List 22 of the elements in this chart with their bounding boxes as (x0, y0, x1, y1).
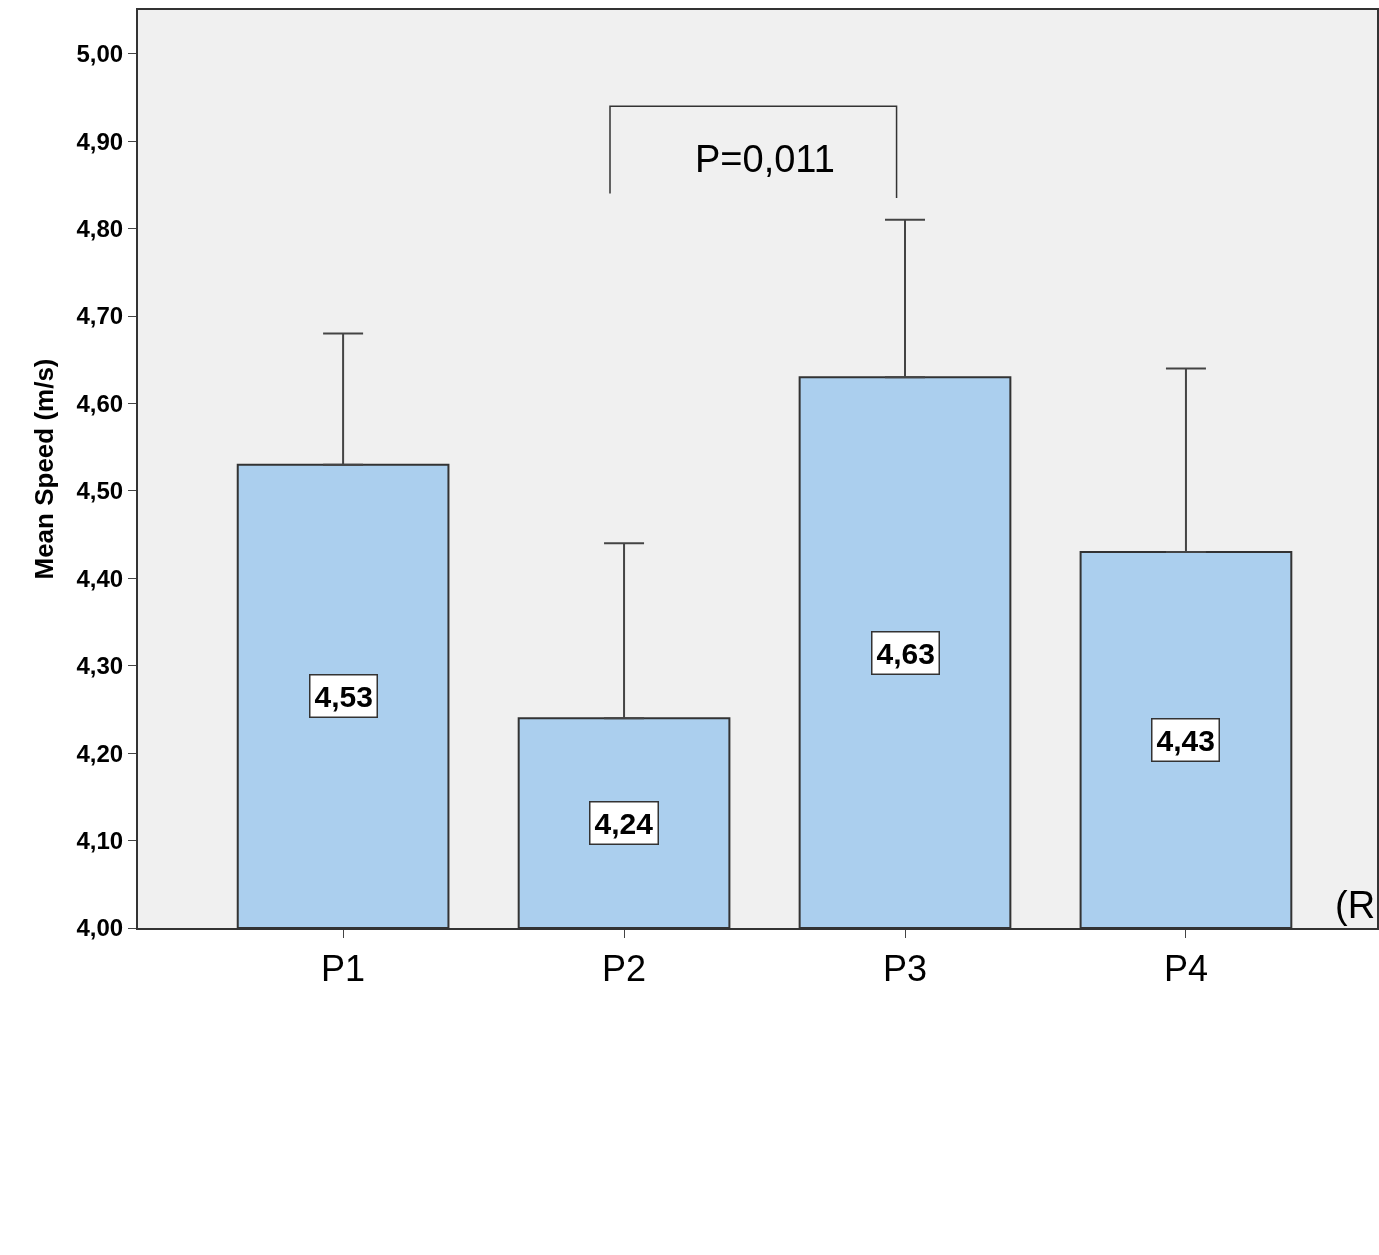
y-tick-label: 4,40 (76, 564, 124, 592)
y-tick-label: 4,80 (76, 214, 124, 242)
data-label: 4,24 (594, 806, 654, 840)
annotation: P=0,011 (695, 138, 835, 180)
y-tick-label: 4,70 (76, 302, 124, 330)
x-tick-label: P3 (882, 948, 928, 990)
y-tick-label: 5,00 (76, 40, 124, 68)
y-tick-label: 4,30 (76, 652, 124, 680)
data-label: 4,63 (876, 636, 935, 670)
x-tick-label: P4 (1163, 948, 1208, 990)
data-label: 4,53 (314, 679, 373, 713)
y-tick-label: 4,00 (76, 914, 124, 942)
y-tick-label: 4,60 (76, 389, 124, 417)
y-tick-label: 4,10 (76, 826, 124, 854)
y-tick-label: 4,50 (76, 477, 124, 505)
x-tick-label: P1 (321, 948, 366, 990)
y-axis-title: Mean Speed (m/s) (29, 358, 60, 580)
y-tick-label: 4,90 (76, 127, 124, 155)
data-label: 4,43 (1156, 723, 1215, 757)
x-tick-label: P2 (602, 948, 647, 990)
annotation: (R (1335, 884, 1376, 926)
y-tick-label: 4,20 (76, 739, 124, 767)
